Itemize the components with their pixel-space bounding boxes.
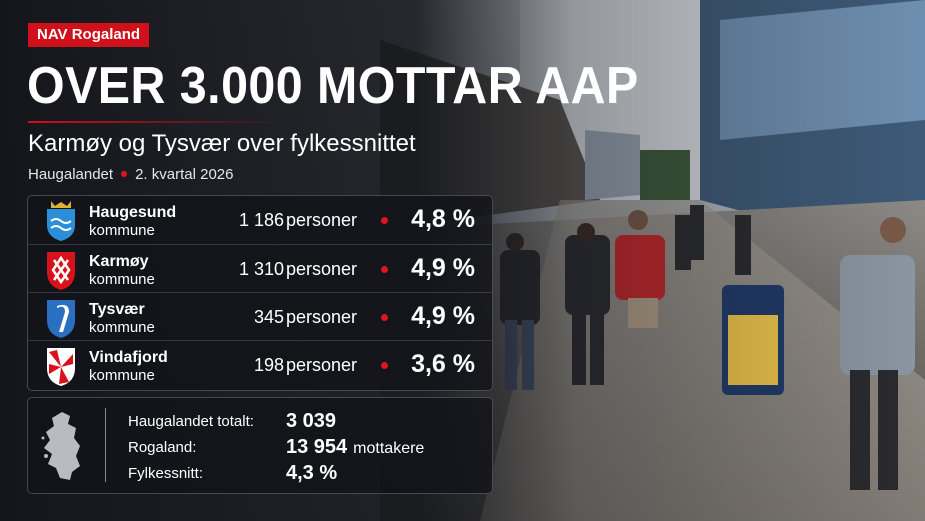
municipality-table: Haugesund kommune 1 186 personer 4,8 % Karmøy…	[27, 195, 493, 391]
table-row: Vindafjord kommune 198 personer 3,6 %	[28, 340, 492, 389]
summary-number: 13 954	[286, 436, 348, 458]
municipality-name: Haugesund	[89, 204, 177, 221]
summary-panel: Haugalandet totalt: 3 039 Rogaland: 13 954 m…	[27, 397, 493, 494]
subtitle: Karmøy og Tysvær over fylkessnittet	[28, 130, 416, 157]
recipient-count: 345	[253, 307, 284, 327]
count-unit: personer	[286, 210, 358, 230]
separator-dot	[381, 266, 388, 273]
coat-of-arms	[47, 201, 75, 241]
headline: OVER 3.000 MOTTAR AAP	[27, 57, 639, 115]
municipality-name: Karmøy	[89, 253, 149, 270]
summary-label: Fylkessnitt:	[128, 465, 204, 482]
percentage: 4,8 %	[411, 205, 475, 233]
table-row: Haugesund kommune 1 186 personer 4,8 %	[28, 196, 492, 244]
summary-label: Rogaland:	[128, 439, 197, 456]
coat-of-arms	[47, 252, 75, 290]
municipality-type: kommune	[89, 319, 155, 336]
meta-line: Haugalandet 2. kvartal 2026	[28, 166, 233, 183]
summary-value: 4,3 %	[286, 462, 337, 485]
percentage: 4,9 %	[411, 302, 475, 330]
municipality-type: kommune	[89, 222, 155, 239]
municipality-name: Tysvær	[89, 301, 145, 318]
period: 2. kvartal 2026	[135, 166, 234, 183]
count-unit: personer	[286, 355, 358, 375]
coat-of-arms	[47, 348, 75, 386]
badge: NAV Rogaland	[28, 23, 150, 47]
divider	[105, 408, 106, 482]
summary-label: Haugalandet totalt:	[128, 413, 254, 430]
summary-value: 13 954 mottakere	[286, 436, 424, 459]
municipality-type: kommune	[89, 271, 155, 288]
summary-value: 3 039	[286, 410, 336, 433]
separator-dot	[381, 217, 388, 224]
recipient-count: 1 186	[238, 210, 284, 230]
summary-number: 4,3 %	[286, 462, 338, 484]
table-row: Karmøy kommune 1 310 personer 4,9 %	[28, 244, 492, 293]
coat-of-arms	[47, 300, 75, 338]
separator-dot	[381, 314, 388, 321]
separator-dot	[381, 362, 388, 369]
title-rule	[28, 121, 290, 123]
percentage: 3,6 %	[411, 350, 475, 378]
municipality-name: Vindafjord	[89, 349, 168, 366]
recipient-count: 198	[253, 355, 284, 375]
map-icon	[41, 412, 80, 480]
count-unit: personer	[286, 259, 358, 279]
summary-number: 3 039	[286, 410, 337, 432]
percentage: 4,9 %	[411, 254, 475, 282]
recipient-count: 1 310	[238, 259, 284, 279]
region: Haugalandet	[28, 166, 114, 183]
municipality-type: kommune	[89, 367, 155, 384]
separator-dot	[121, 171, 128, 178]
count-unit: personer	[286, 307, 358, 327]
table-row: Tysvær kommune 345 personer 4,9 %	[28, 292, 492, 341]
summary-unit: mottakere	[353, 440, 425, 457]
